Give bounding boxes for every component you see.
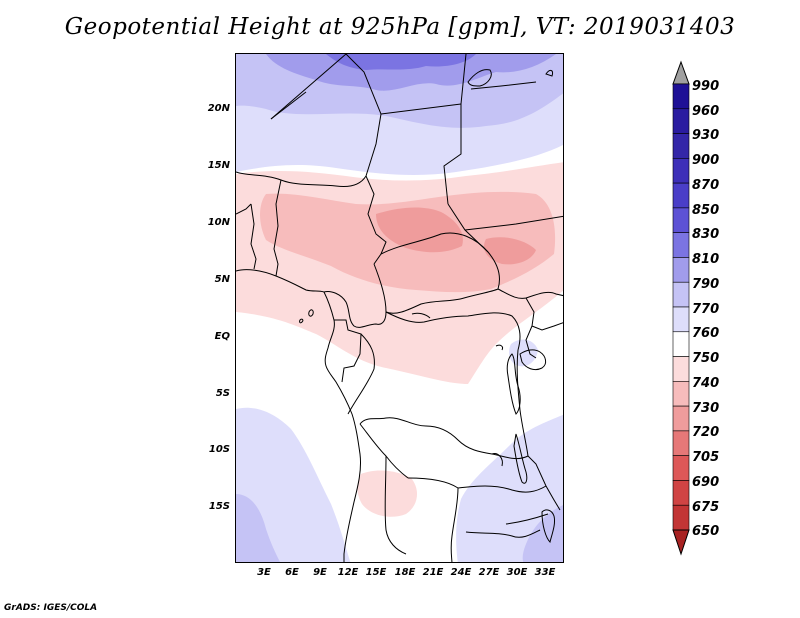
shading — [236, 54, 563, 562]
colorbar-segment — [672, 83, 690, 110]
cb-label-870: 870 — [692, 178, 720, 193]
lon-label-24e: 24E — [450, 567, 472, 578]
cb-label-770: 770 — [692, 302, 720, 317]
cb-label-900: 900 — [692, 153, 720, 168]
colorbar-segment — [672, 232, 690, 258]
lat-label-15n: 15N — [207, 160, 230, 171]
colorbar-segment — [672, 405, 690, 432]
colorbar-top-arrow — [672, 60, 690, 85]
borders — [236, 54, 563, 562]
lat-label-eq: EQ — [214, 331, 230, 342]
colorbar-segment — [672, 331, 690, 357]
lat-label-5n: 5N — [214, 274, 230, 285]
cb-label-930: 930 — [692, 128, 720, 143]
cb-label-830: 830 — [692, 227, 720, 242]
lon-label-12e: 12E — [337, 567, 359, 578]
geopotential-field — [236, 54, 563, 562]
cb-label-760: 760 — [692, 326, 720, 341]
colorbar-segment — [672, 504, 690, 531]
lon-label-30e: 30E — [506, 567, 528, 578]
map-panel — [235, 53, 564, 563]
colorbar-segment — [672, 257, 690, 283]
lat-label-5s: 5S — [215, 388, 230, 399]
colorbar-segment — [672, 158, 690, 184]
cb-label-650: 650 — [692, 524, 720, 539]
colorbar-bottom-arrow — [672, 529, 690, 556]
lon-label-33e: 33E — [534, 567, 556, 578]
colorbar-segment — [672, 356, 690, 382]
colorbar-segment — [672, 306, 690, 333]
footer-credit: GrADS: IGES/COLA — [4, 603, 98, 613]
lat-label-20n: 20N — [207, 103, 230, 114]
lat-label-10s: 10S — [208, 444, 230, 455]
colorbar-segment — [672, 133, 690, 159]
chart-title: Geopotential Height at 925hPa [gpm], VT:… — [64, 14, 736, 40]
cb-label-740: 740 — [692, 376, 720, 391]
colorbar-segment — [672, 108, 690, 134]
colorbar-segment — [672, 455, 690, 481]
lon-label-15e: 15E — [365, 567, 387, 578]
lon-label-18e: 18E — [394, 567, 416, 578]
colorbar-segment — [672, 430, 690, 456]
cb-label-960: 960 — [692, 104, 720, 119]
colorbar — [672, 60, 690, 556]
cb-label-675: 675 — [692, 500, 720, 515]
cb-label-750: 750 — [692, 351, 720, 366]
cb-label-790: 790 — [692, 277, 720, 292]
cb-label-690: 690 — [692, 475, 720, 490]
cb-label-810: 810 — [692, 252, 720, 267]
colorbar-segments — [672, 83, 690, 531]
colorbar-segment — [672, 207, 690, 233]
colorbar-segment — [672, 182, 690, 209]
lon-label-9e: 9E — [313, 567, 327, 578]
lon-label-27e: 27E — [478, 567, 500, 578]
lat-label-10n: 10N — [207, 217, 230, 228]
cb-label-705: 705 — [692, 450, 720, 465]
cb-label-730: 730 — [692, 401, 720, 416]
cb-label-990: 990 — [692, 79, 720, 94]
colorbar-segment — [672, 281, 690, 308]
cb-label-720: 720 — [692, 425, 720, 440]
lon-label-21e: 21E — [422, 567, 444, 578]
lon-label-3e: 3E — [257, 567, 271, 578]
lat-label-15s: 15S — [208, 501, 230, 512]
colorbar-segment — [672, 381, 690, 407]
lon-label-6e: 6E — [285, 567, 299, 578]
cb-label-850: 850 — [692, 203, 720, 218]
colorbar-segment — [672, 480, 690, 506]
